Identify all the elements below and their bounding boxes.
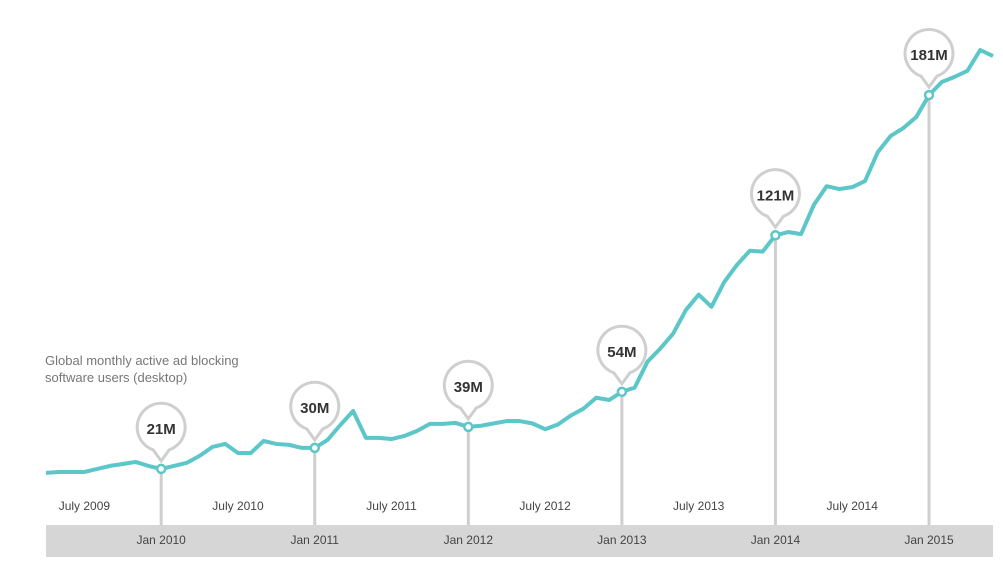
data-label: 181M	[910, 47, 948, 64]
time-bar	[46, 525, 993, 557]
x-tick-label: Jan 2011	[290, 533, 339, 547]
x-tick-label: Jan 2012	[444, 533, 494, 547]
point-marker	[770, 230, 781, 241]
x-tick-label: July 2014	[827, 499, 879, 513]
x-tick-label: Jan 2010	[136, 533, 186, 547]
callout-bubble	[289, 380, 341, 443]
callout-bubble	[135, 401, 187, 464]
callout-bubble	[442, 359, 494, 422]
x-tick-label: July 2010	[212, 499, 264, 513]
annotation: Global monthly active ad blocking softwa…	[45, 353, 239, 385]
point-marker	[923, 89, 935, 101]
data-label: 21M	[147, 421, 176, 438]
data-label: 39M	[454, 379, 483, 396]
x-tick-label: Jan 2015	[904, 533, 954, 547]
x-tick-label: Jan 2013	[597, 533, 647, 547]
point-marker	[309, 442, 320, 454]
point-marker	[463, 421, 474, 433]
x-tick-label: July 2011	[366, 499, 417, 513]
data-label: 54M	[607, 344, 636, 361]
callout-bubble	[903, 28, 955, 90]
callout-bubble	[749, 168, 801, 230]
callout-bubble	[596, 324, 648, 387]
line	[45, 48, 994, 475]
data-label: 121M	[757, 187, 795, 204]
x-tick-label: July 2013	[673, 499, 725, 513]
point-marker	[616, 386, 628, 398]
x-tick-label: Jan 2014	[751, 533, 801, 547]
data-label: 30M	[300, 400, 329, 417]
point-marker	[155, 463, 167, 475]
x-tick-label: July 2009	[59, 499, 111, 513]
x-tick-label: July 2012	[519, 499, 571, 513]
